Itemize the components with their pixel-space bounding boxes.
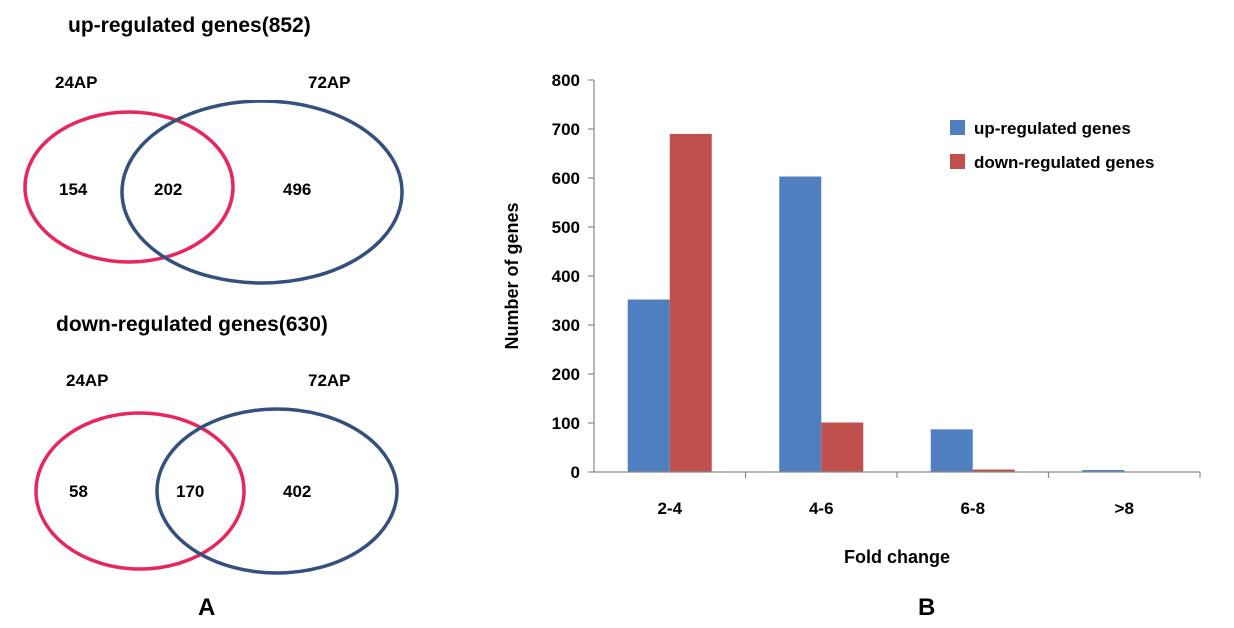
y-tick-label: 500: [552, 218, 580, 237]
bars: [627, 133, 1125, 472]
venn-up-left-set-label: 24AP: [55, 73, 98, 92]
bar-up: [779, 176, 822, 472]
y-tick-label: 600: [552, 169, 580, 188]
venn-up-right-set-label: 72AP: [308, 73, 351, 92]
bar-up: [1082, 470, 1125, 472]
venn-down-overlap-count: 170: [176, 482, 205, 501]
venn-up-circles: [23, 100, 404, 285]
venn-up-left-only-count: 154: [59, 180, 88, 199]
y-tick-label: 300: [552, 316, 580, 335]
x-tick-label: 4-6: [809, 499, 834, 518]
bar-down: [669, 133, 712, 472]
bar-chart: 0 100 200 300 400 500 600 700 800 2-4 4-6 6-8 >8 Nu…: [502, 71, 1201, 567]
venn-down-circles: [34, 407, 399, 575]
legend-label: up-regulated genes: [974, 119, 1131, 138]
venn-down-left-circle: [34, 411, 246, 571]
bar-up: [930, 429, 973, 472]
venn-down-left-set-label: 24AP: [66, 371, 109, 390]
venn-down-left-only-count: 58: [69, 482, 88, 501]
y-tick-label: 800: [552, 71, 580, 90]
legend-swatch: [950, 154, 965, 169]
y-axis-ticks: 0 100 200 300 400 500 600 700 800: [552, 71, 594, 482]
venn-up-right-circle: [120, 100, 404, 285]
y-tick-label: 0: [571, 463, 580, 482]
y-tick-label: 400: [552, 267, 580, 286]
bar-up: [627, 299, 670, 472]
y-axis-label: Number of genes: [502, 202, 522, 349]
legend-swatch: [950, 120, 965, 135]
x-tick-label: 2-4: [657, 499, 682, 518]
venn-down-right-circle: [155, 407, 399, 575]
x-tick-label: >8: [1115, 499, 1134, 518]
x-axis-label: Fold change: [844, 547, 950, 567]
chart-legend: up-regulated genes down-regulated genes: [950, 119, 1154, 172]
venn-up-title: up-regulated genes(852): [68, 14, 311, 37]
panel-a-label: A: [198, 594, 216, 621]
y-tick-label: 700: [552, 120, 580, 139]
venn-down-right-set-label: 72AP: [308, 371, 351, 390]
bar-down: [821, 422, 864, 472]
panel-b-label: B: [918, 594, 936, 621]
y-tick-label: 200: [552, 365, 580, 384]
x-axis-ticks: 2-4 4-6 6-8 >8: [593, 468, 1201, 518]
legend-label: down-regulated genes: [974, 153, 1154, 172]
venn-up-right-only-count: 496: [283, 180, 312, 199]
venn-down-right-only-count: 402: [283, 482, 312, 501]
bar-down: [972, 469, 1015, 472]
y-tick-label: 100: [552, 414, 580, 433]
venn-up-left-circle: [23, 110, 235, 264]
venn-down-title: down-regulated genes(630): [56, 313, 328, 336]
venn-up-overlap-count: 202: [154, 180, 183, 199]
x-tick-label: 6-8: [960, 499, 985, 518]
